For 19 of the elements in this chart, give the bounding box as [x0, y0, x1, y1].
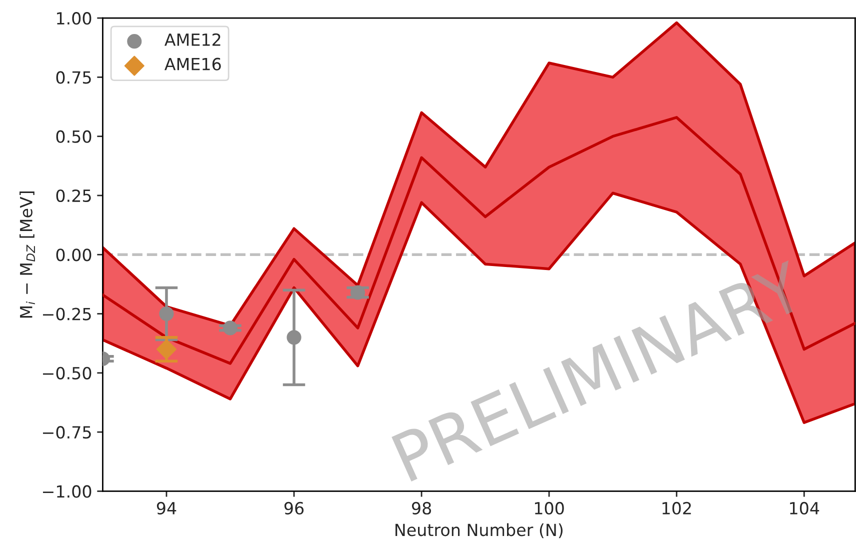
x-tick-label: 94: [156, 502, 176, 515]
x-tick-label: 98: [412, 502, 432, 515]
y-axis-title: M$_{i}$ − M$_{DZ}$ [MeV]: [20, 192, 35, 318]
y-tick-label: −0.75: [42, 426, 91, 439]
y-tick-label: −0.50: [42, 366, 92, 380]
x-tick-label: 102: [662, 502, 691, 515]
y-tick-label: 0.50: [56, 130, 92, 143]
legend-label: AME16: [164, 58, 221, 70]
y-tick-label: −0.25: [42, 308, 91, 320]
y-tick-label: 0.25: [56, 189, 91, 202]
x-axis-title: Neutron Number (N): [396, 523, 563, 538]
y-tick-label: 0.75: [56, 71, 91, 84]
y-tick-label: −1.00: [42, 485, 92, 498]
x-tick-label: 100: [535, 502, 564, 515]
y-tick-label: 1.00: [57, 12, 92, 25]
x-tick-label: 104: [790, 502, 820, 515]
y-tick-label: 0.00: [56, 248, 92, 262]
x-tick-label: 96: [284, 502, 304, 515]
legend-label: AME12: [164, 33, 220, 46]
